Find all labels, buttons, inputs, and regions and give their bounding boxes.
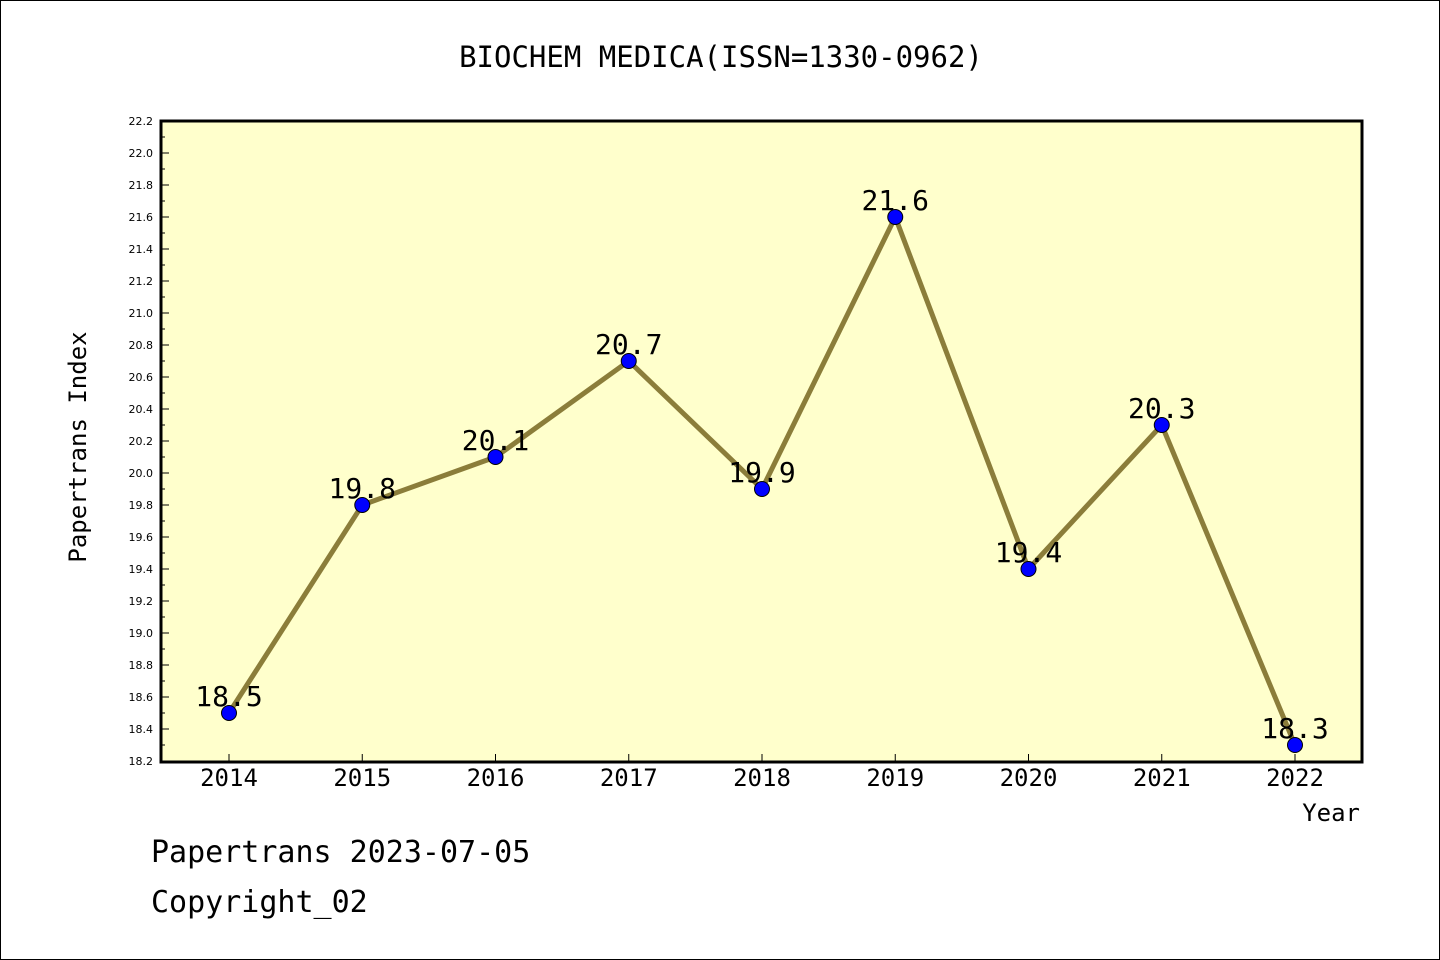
y-tick-label: 18.8: [129, 659, 154, 672]
data-point-marker: [754, 481, 770, 497]
x-tick-label: 2016: [467, 764, 525, 792]
x-axis-title: Year: [1302, 799, 1360, 827]
series-group: 18.5 19.8 20.1 20.7 19.9 21.6 19.4 20.3 18.3: [195, 184, 1329, 753]
data-point-marker: [887, 209, 904, 225]
y-tick-label: 21.8: [129, 179, 154, 192]
data-label: 20.3: [1128, 392, 1195, 425]
x-tick-label: 2022: [1266, 764, 1324, 792]
y-tick-label: 21.6: [129, 211, 154, 224]
footer-date-text: Papertrans 2023-07-05: [151, 835, 531, 870]
data-point-marker: [221, 705, 237, 721]
data-label: 20.1: [462, 424, 529, 457]
y-tick-label: 20.4: [129, 403, 154, 416]
data-point-marker: [1153, 417, 1170, 433]
y-tick-label: 19.6: [129, 531, 154, 544]
y-tick-label: 20.2: [129, 435, 154, 448]
footer-copyright-text: Copyright_02: [151, 885, 368, 920]
y-tick-label: 22.2: [129, 115, 154, 128]
x-tick-label: 2015: [333, 764, 391, 792]
x-tick-label: 2017: [600, 764, 658, 792]
data-label: 21.6: [862, 184, 929, 217]
y-tick-label: 20.6: [129, 371, 154, 384]
y-tick-label: 20.8: [129, 339, 154, 352]
data-point-marker: [354, 497, 371, 513]
y-tick-label: 21.2: [129, 275, 154, 288]
data-label: 19.8: [329, 472, 396, 505]
data-point-marker: [1287, 737, 1303, 753]
x-tick-label: 2020: [1000, 764, 1058, 792]
y-tick-label: 18.2: [129, 755, 154, 768]
y-tick-label: 19.4: [129, 563, 154, 576]
x-tick-label: 2014: [200, 764, 258, 792]
y-tick-label: 22.0: [129, 147, 154, 160]
y-tick-label: 19.8: [129, 499, 154, 512]
data-label: 18.5: [195, 680, 262, 713]
data-point-marker: [1020, 561, 1037, 577]
data-label: 19.9: [728, 456, 795, 489]
data-label: 20.7: [595, 328, 662, 361]
y-tick-label: 19.0: [129, 627, 154, 640]
y-tick-label: 18.6: [129, 691, 154, 704]
y-tick-label: 21.0: [129, 307, 154, 320]
y-tick-label: 20.0: [129, 467, 154, 480]
y-axis-title: Papertrans Index: [64, 331, 92, 562]
x-tick-label: 2019: [866, 764, 924, 792]
x-axis: 2014 2015 2016 2017 2018 2019 2020 2021 2022: [200, 754, 1324, 792]
y-tick-label: 21.4: [129, 243, 154, 256]
x-tick-label: 2018: [733, 764, 791, 792]
data-point-marker: [487, 449, 504, 465]
plot-area: [159, 119, 1364, 764]
y-tick-label: 18.4: [129, 723, 154, 736]
x-tick-label: 2021: [1133, 764, 1191, 792]
y-axis: 18.2 18.4 18.6 18.8 19.0 19.2 19.4 19.6 19.8 20.0…: [129, 115, 169, 768]
data-label: 19.4: [995, 536, 1062, 569]
chart-title: BIOCHEM MEDICA(ISSN=1330-0962): [459, 40, 983, 74]
y-tick-label: 19.2: [129, 595, 154, 608]
data-point-marker: [620, 353, 637, 369]
data-label: 18.3: [1261, 712, 1328, 745]
